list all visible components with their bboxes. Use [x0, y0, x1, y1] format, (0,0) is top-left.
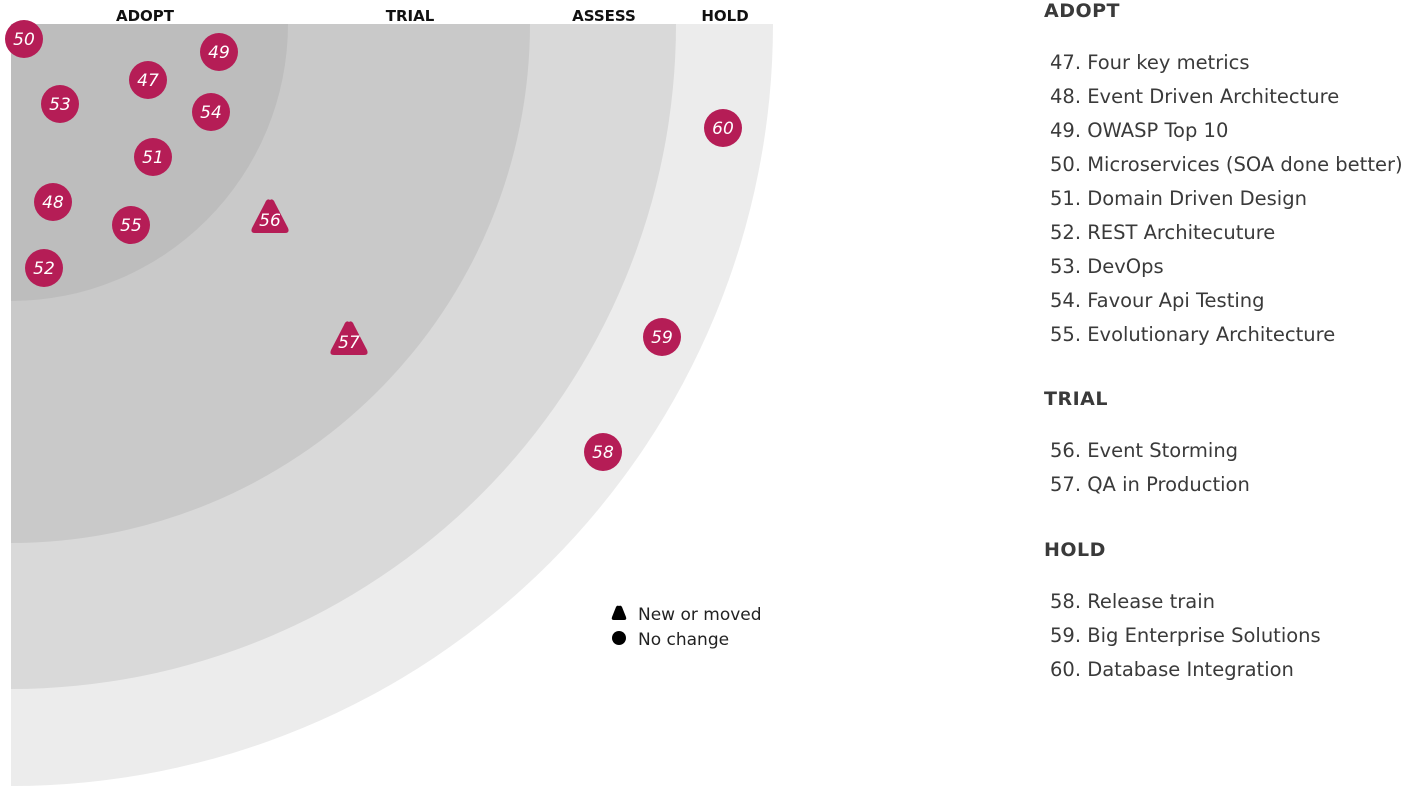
section-hold: HOLD 58. Release train 59. Big Enterprise… [1044, 539, 1321, 687]
blip-number: 59 [651, 328, 673, 348]
blip-49[interactable]: 49 [200, 33, 238, 71]
list-item[interactable]: 53. DevOps [1050, 255, 1164, 278]
blip-number: 47 [137, 71, 159, 91]
blip-circle [584, 433, 622, 471]
blip-circle [41, 85, 79, 123]
legend: New or moved No change [611, 605, 762, 650]
blip-circle [134, 138, 172, 176]
blip-number: 58 [592, 443, 614, 463]
blip-circle [643, 318, 681, 356]
blip-52[interactable]: 52 [25, 249, 63, 287]
blip-circle [200, 33, 238, 71]
blip-48[interactable]: 48 [34, 183, 72, 221]
section-title-hold: HOLD [1044, 539, 1106, 561]
blips-layer: 47 48 49 50 51 52 53 54 55 56 57 58 59 60 [5, 20, 742, 471]
blip-circle [112, 206, 150, 244]
ring-label-hold: HOLD [701, 7, 748, 25]
blip-circle [129, 61, 167, 99]
blip-number: 60 [712, 119, 734, 139]
triangle-icon [611, 605, 627, 620]
list-item[interactable]: 50. Microservices (SOA done better) [1050, 153, 1403, 176]
ring-label-adopt: ADOPT [116, 7, 175, 25]
blip-triangle [330, 321, 368, 355]
blip-number: 51 [142, 148, 164, 168]
list-item[interactable]: 51. Domain Driven Design [1050, 187, 1307, 210]
blip-number: 52 [33, 259, 55, 279]
blip-circle [25, 249, 63, 287]
blip-number: 53 [49, 95, 71, 115]
section-trial: TRIAL 56. Event Storming 57. QA in Produc… [1044, 388, 1250, 502]
list-item[interactable]: 49. OWASP Top 10 [1050, 119, 1229, 142]
hold-items: 58. Release train 59. Big Enterprise Solu… [1044, 585, 1321, 687]
list-item[interactable]: 60. Database Integration [1050, 658, 1294, 681]
blip-51[interactable]: 51 [134, 138, 172, 176]
blip-55[interactable]: 55 [112, 206, 150, 244]
section-adopt: ADOPT 47. Four key metrics 48. Event Driv… [1044, 0, 1403, 352]
blip-number: 57 [338, 333, 360, 353]
ring-label-assess: ASSESS [572, 7, 636, 25]
blip-47[interactable]: 47 [129, 61, 167, 99]
section-title-trial: TRIAL [1044, 388, 1108, 410]
list-item[interactable]: 52. REST Architecuture [1050, 221, 1276, 244]
trial-items: 56. Event Storming 57. QA in Production [1044, 434, 1250, 502]
blip-50[interactable]: 50 [5, 20, 43, 58]
blip-number: 48 [42, 193, 64, 213]
list-item[interactable]: 47. Four key metrics [1050, 51, 1250, 74]
section-title-adopt: ADOPT [1044, 0, 1121, 22]
list-item[interactable]: 56. Event Storming [1050, 439, 1239, 462]
legend-no-change: No change [638, 630, 729, 650]
blip-58[interactable]: 58 [584, 433, 622, 471]
list-item[interactable]: 59. Big Enterprise Solutions [1050, 624, 1321, 647]
blip-54[interactable]: 54 [192, 93, 230, 131]
blip-circle [704, 109, 742, 147]
blip-number: 54 [200, 103, 222, 123]
blip-number: 49 [208, 43, 230, 63]
blip-56[interactable]: 56 [251, 199, 289, 233]
list-item[interactable]: 54. Favour Api Testing [1050, 289, 1265, 312]
blip-triangle [251, 199, 289, 233]
legend-new-or-moved: New or moved [638, 605, 762, 625]
list-item[interactable]: 57. QA in Production [1050, 473, 1250, 496]
tech-radar: ADOPT TRIAL ASSESS HOLD 47 48 49 50 51 52 53 54… [5, 7, 773, 786]
blip-53[interactable]: 53 [41, 85, 79, 123]
blip-circle [5, 20, 43, 58]
list-item[interactable]: 55. Evolutionary Architecture [1050, 323, 1336, 346]
blip-59[interactable]: 59 [643, 318, 681, 356]
blip-57[interactable]: 57 [330, 321, 368, 355]
list-item[interactable]: 58. Release train [1050, 590, 1215, 613]
blip-number: 50 [13, 30, 35, 50]
adopt-items: 47. Four key metrics 48. Event Driven Arc… [1044, 46, 1403, 352]
blip-circle [34, 183, 72, 221]
blip-circle [192, 93, 230, 131]
blip-60[interactable]: 60 [704, 109, 742, 147]
blip-number: 55 [120, 216, 142, 236]
blip-number: 56 [259, 211, 281, 231]
ring-label-trial: TRIAL [386, 7, 435, 25]
circle-icon [612, 631, 626, 645]
list-item[interactable]: 48. Event Driven Architecture [1050, 85, 1340, 108]
